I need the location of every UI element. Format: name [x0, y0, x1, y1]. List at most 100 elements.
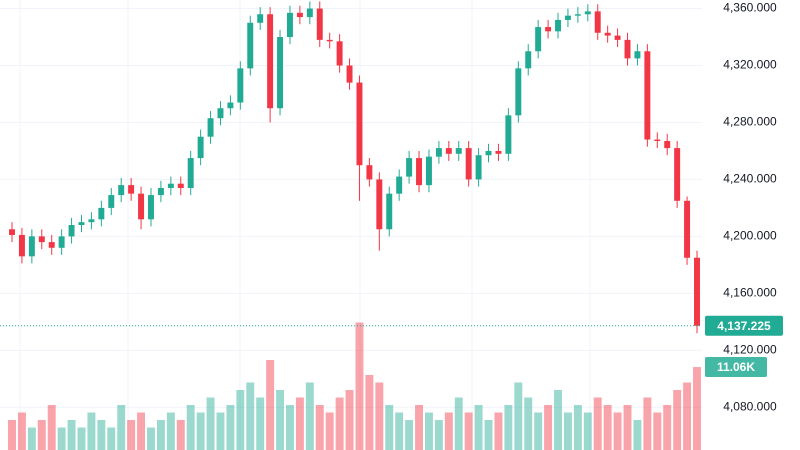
- volume-bar: [385, 405, 394, 450]
- candle-body: [207, 118, 214, 137]
- volume-bar: [127, 420, 136, 450]
- volume-bar: [375, 382, 384, 450]
- volume-bar: [176, 420, 185, 450]
- volume-bar: [663, 405, 672, 450]
- y-tick-label: 4,320.000: [723, 58, 777, 72]
- volume-bar: [137, 412, 146, 450]
- volume-bar: [474, 405, 483, 450]
- volume-bar: [424, 412, 433, 450]
- time-grid: [19, 0, 591, 450]
- candle-body: [138, 193, 145, 220]
- last-volume-label: 11.06K: [717, 360, 755, 374]
- volume-bar: [613, 412, 622, 450]
- volume-bar: [673, 390, 682, 450]
- volume-bar: [17, 412, 26, 450]
- candle-body: [624, 39, 631, 59]
- volume-bar: [683, 382, 692, 450]
- candle-body: [48, 242, 55, 248]
- volume-bar: [266, 360, 275, 450]
- candle-body: [177, 183, 184, 188]
- candle-body: [58, 236, 65, 248]
- volume-bar: [325, 412, 334, 450]
- volume-bar: [623, 405, 632, 450]
- candle-body: [227, 102, 234, 109]
- volume-bar: [196, 412, 205, 450]
- candle-body: [485, 150, 492, 156]
- candle-body: [445, 148, 452, 154]
- candle-body: [247, 22, 254, 69]
- volume-bar: [47, 405, 56, 450]
- candle-body: [68, 225, 75, 237]
- candle-body: [78, 222, 85, 225]
- volume-bar: [246, 382, 255, 450]
- volume-bar: [444, 412, 453, 450]
- candle-body: [634, 51, 641, 59]
- candle-body: [108, 195, 115, 208]
- candle-body: [306, 8, 313, 18]
- candle-body: [98, 207, 105, 220]
- y-tick-label: 4,280.000: [723, 115, 777, 129]
- volume-bar: [534, 412, 543, 450]
- candle-body: [157, 187, 164, 196]
- volume-bar: [305, 382, 314, 450]
- candle-body: [505, 115, 512, 154]
- volume-bar: [514, 382, 523, 450]
- volume-bar: [256, 397, 265, 450]
- volume-bar: [117, 405, 126, 450]
- volume-bar: [8, 420, 16, 450]
- volume-bar: [434, 420, 443, 450]
- last-price-label: 4,137.225: [717, 319, 771, 333]
- volume-bar: [693, 367, 701, 450]
- volume-bar: [524, 397, 533, 450]
- volume-bar: [216, 412, 225, 450]
- candle-body: [28, 236, 35, 257]
- volume-bar: [653, 412, 662, 450]
- candle-body: [38, 236, 45, 243]
- volume-bar: [186, 405, 195, 450]
- candle-body: [435, 148, 442, 157]
- y-tick-label: 4,360.000: [723, 1, 777, 15]
- candle-body: [455, 148, 462, 154]
- candle-body: [187, 158, 194, 188]
- candle-body: [296, 12, 303, 18]
- candle-body: [515, 68, 522, 116]
- volume-bar: [603, 405, 612, 450]
- candle-body: [694, 257, 700, 326]
- candle-body: [118, 185, 125, 196]
- volume-bar: [206, 397, 215, 450]
- volume-bar: [405, 420, 414, 450]
- volume-bar: [395, 412, 404, 450]
- volume-bar: [77, 427, 86, 450]
- volume-bar: [295, 397, 304, 450]
- candle-body: [416, 158, 423, 186]
- volume-bar: [345, 390, 354, 450]
- candle-body: [614, 35, 621, 40]
- y-tick-label: 4,160.000: [723, 286, 777, 300]
- volume-bar: [563, 412, 572, 450]
- candle-body: [346, 65, 353, 83]
- volume-bar: [97, 420, 106, 450]
- volume-bar: [37, 420, 46, 450]
- candle-body: [644, 51, 651, 140]
- volume-bar: [286, 405, 294, 450]
- candle-body: [267, 14, 274, 109]
- last-price-box: [705, 315, 783, 336]
- last-volume-box: [705, 357, 767, 378]
- volume-bar: [464, 412, 473, 450]
- volume-bar: [67, 420, 76, 450]
- candle-body: [18, 234, 25, 257]
- volume-bar: [573, 405, 582, 450]
- candle-body: [555, 19, 561, 32]
- candle-body: [584, 11, 591, 15]
- candle-body: [396, 176, 403, 194]
- candle-body: [406, 158, 413, 177]
- volume-bar: [643, 397, 652, 450]
- candle-body: [376, 179, 383, 230]
- volume-bar: [87, 412, 96, 450]
- volume-bar: [494, 412, 503, 450]
- candle-body: [356, 82, 363, 166]
- volume-bar: [107, 427, 116, 450]
- candle-body: [9, 229, 15, 235]
- candle-body: [316, 8, 323, 40]
- volume-bar: [335, 397, 344, 450]
